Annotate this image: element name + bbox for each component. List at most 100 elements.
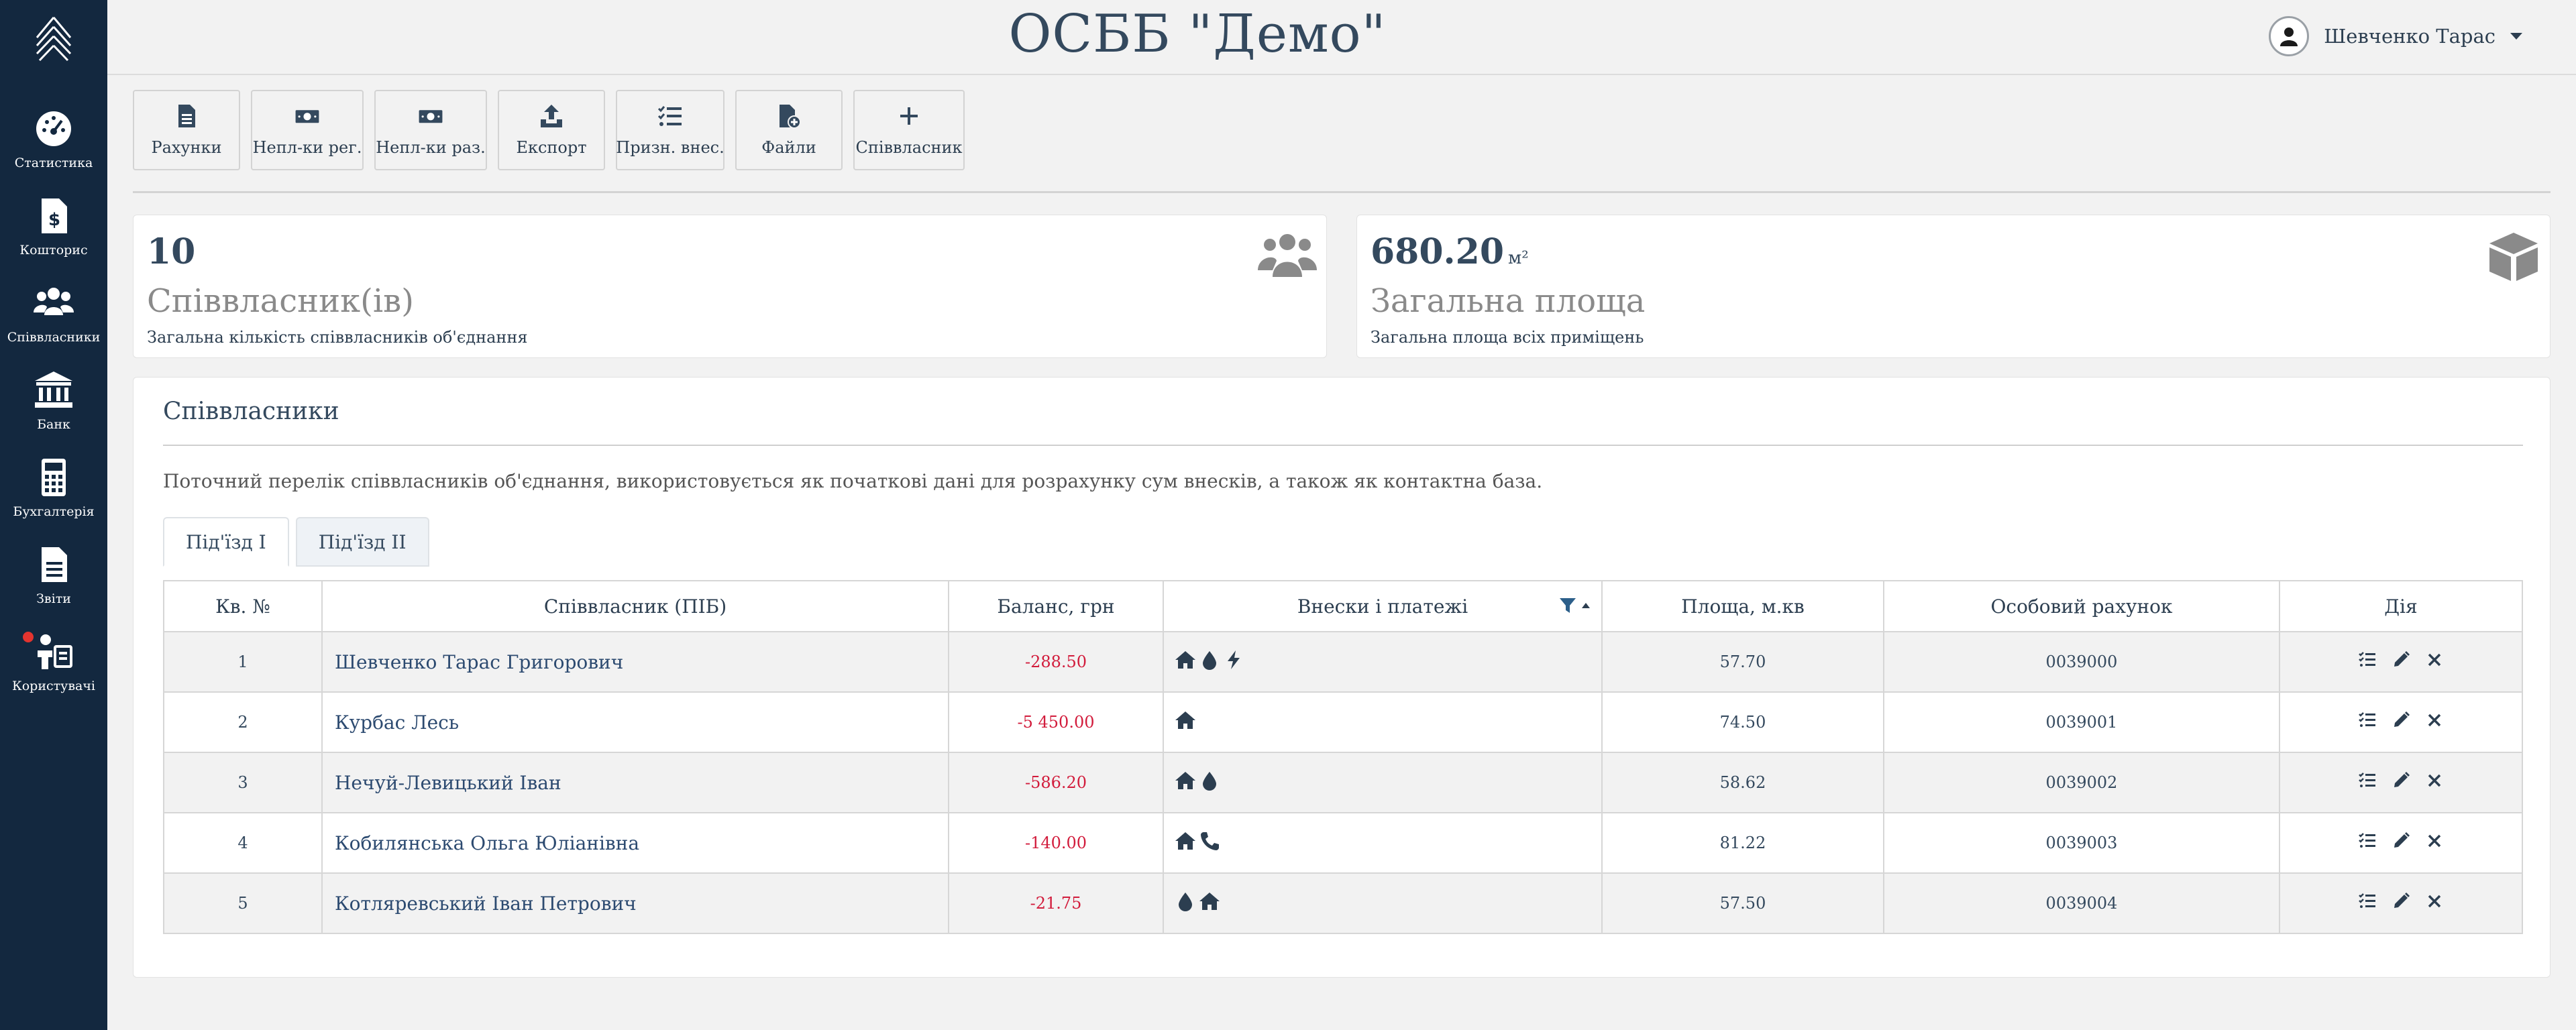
payment-icons bbox=[1164, 710, 1601, 734]
onetime-debtors-button[interactable]: Непл-ки раз. bbox=[374, 90, 487, 170]
pencil-icon[interactable] bbox=[2392, 650, 2410, 673]
bank-icon bbox=[35, 371, 72, 408]
table-row[interactable]: 5 Котляревський Іван Петрович -21.75 57.… bbox=[163, 872, 2523, 934]
pencil-icon[interactable] bbox=[2392, 892, 2410, 915]
entrance-tabs: Під'їзд І Під'їзд ІІ bbox=[163, 517, 429, 567]
tab-entrance-2[interactable]: Під'їзд ІІ bbox=[295, 517, 429, 567]
add-owner-button[interactable]: Співвласник bbox=[853, 90, 965, 170]
table-row[interactable]: 4 Кобилянська Ольга Юліанівна -140.00 81… bbox=[163, 812, 2523, 874]
close-icon[interactable] bbox=[2425, 711, 2444, 734]
row-actions bbox=[2280, 771, 2522, 794]
owners-panel: Співвласники Поточний перелік співвласни… bbox=[133, 377, 2551, 978]
apartment-number: 5 bbox=[163, 872, 323, 934]
balance-value: -5 450.00 bbox=[948, 691, 1164, 753]
details-list-icon[interactable] bbox=[2358, 771, 2377, 794]
home-icon bbox=[1175, 650, 1196, 674]
total-area-card: 680.20 м² Загальна площа Загальна площа в… bbox=[1356, 215, 2551, 358]
area-value: 58.62 bbox=[1601, 752, 1884, 813]
area-value: 81.22 bbox=[1601, 812, 1884, 874]
payments-cell bbox=[1163, 812, 1603, 874]
column-header-balance[interactable]: Баланс, грн bbox=[948, 580, 1164, 632]
sidebar-item-reports[interactable]: Звіти bbox=[0, 536, 107, 624]
actions-cell bbox=[2279, 631, 2523, 693]
tab-entrance-1[interactable]: Під'їзд І bbox=[163, 517, 289, 567]
area-value: 74.50 bbox=[1601, 691, 1884, 753]
export-button[interactable]: Експорт bbox=[498, 90, 605, 170]
sidebar-item-label: Статистика bbox=[14, 156, 93, 170]
apartment-number: 2 bbox=[163, 691, 323, 753]
regular-debtors-button-label: Непл-ки рег. bbox=[252, 138, 362, 157]
owner-name-link[interactable]: Курбас Лесь bbox=[321, 691, 949, 753]
owners-table: Кв. № Співвласник (ПІБ) Баланс, грн Внес… bbox=[163, 580, 2523, 934]
file-add-icon bbox=[780, 105, 801, 129]
column-header-owner[interactable]: Співвласник (ПІБ) bbox=[321, 580, 949, 632]
user-icon bbox=[2280, 27, 2298, 46]
payment-icons bbox=[1164, 650, 1601, 674]
sidebar-item-label: Співвласники bbox=[7, 330, 101, 345]
sidebar-item-label: Користувачі bbox=[12, 679, 95, 693]
sort-up-icon bbox=[1582, 603, 1590, 608]
details-list-icon[interactable] bbox=[2358, 711, 2377, 734]
sidebar-item-label: Бухгалтерія bbox=[13, 504, 95, 519]
table-row[interactable]: 1 Шевченко Тарас Григорович -288.50 57.7… bbox=[163, 631, 2523, 693]
chevron-down-icon bbox=[2510, 33, 2522, 40]
files-button[interactable]: Файли bbox=[735, 90, 843, 170]
payments-cell bbox=[1163, 691, 1603, 753]
column-header-area[interactable]: Площа, м.кв bbox=[1601, 580, 1884, 632]
details-list-icon[interactable] bbox=[2358, 892, 2377, 915]
close-icon[interactable] bbox=[2425, 771, 2444, 794]
table-row[interactable]: 2 Курбас Лесь -5 450.00 74.50 0039001 bbox=[163, 691, 2523, 753]
table-header-row: Кв. № Співвласник (ПІБ) Баланс, грн Внес… bbox=[163, 580, 2523, 632]
sidebar-item-accounting[interactable]: Бухгалтерія bbox=[0, 449, 107, 536]
logo-icon bbox=[36, 17, 72, 62]
close-icon[interactable] bbox=[2425, 892, 2444, 915]
column-header-account[interactable]: Особовий рахунок bbox=[1883, 580, 2280, 632]
user-admin-icon bbox=[38, 634, 72, 669]
divider bbox=[163, 445, 2523, 446]
sidebar-item-label: Звіти bbox=[36, 591, 71, 606]
home-icon bbox=[1175, 710, 1196, 734]
filter-control[interactable] bbox=[1558, 596, 1591, 615]
account-number: 0039003 bbox=[1883, 812, 2280, 874]
sidebar-item-owners[interactable]: Співвласники bbox=[0, 275, 107, 362]
water-drop-icon bbox=[1199, 770, 1220, 795]
sidebar-item-bank[interactable]: Банк bbox=[0, 362, 107, 449]
owners-count-title: Співвласник(ів) bbox=[147, 282, 414, 320]
divider bbox=[133, 191, 2551, 193]
payment-icons bbox=[1164, 831, 1601, 855]
sidebar-item-budget[interactable]: $ Кошторис bbox=[0, 188, 107, 275]
actions-cell bbox=[2279, 752, 2523, 813]
pencil-icon[interactable] bbox=[2392, 832, 2410, 854]
owner-name-link[interactable]: Котляревський Іван Петрович bbox=[321, 872, 949, 934]
assign-contributions-button[interactable]: Призн. внес. bbox=[616, 90, 724, 170]
close-icon[interactable] bbox=[2425, 650, 2444, 673]
apartment-number: 1 bbox=[163, 631, 323, 693]
electricity-icon bbox=[1223, 650, 1244, 674]
sidebar-item-label: Кошторис bbox=[19, 243, 88, 258]
owner-name-link[interactable]: Кобилянська Ольга Юліанівна bbox=[321, 812, 949, 874]
payments-cell bbox=[1163, 872, 1603, 934]
owner-name-link[interactable]: Шевченко Тарас Григорович bbox=[321, 631, 949, 693]
close-icon[interactable] bbox=[2425, 832, 2444, 854]
details-list-icon[interactable] bbox=[2358, 650, 2377, 673]
regular-debtors-button[interactable]: Непл-ки рег. bbox=[251, 90, 364, 170]
invoices-button[interactable]: Рахунки bbox=[133, 90, 240, 170]
dashboard-icon bbox=[36, 111, 71, 146]
sidebar-item-statistics[interactable]: Статистика bbox=[0, 101, 107, 188]
users-icon bbox=[1256, 230, 1318, 284]
column-header-apartment[interactable]: Кв. № bbox=[163, 580, 323, 632]
top-header: ОСББ "Демо" Шевченко Тарас bbox=[107, 0, 2576, 75]
sidebar-item-users[interactable]: Користувачі bbox=[0, 624, 107, 711]
table-row[interactable]: 3 Нечуй-Левицький Іван -586.20 58.62 003… bbox=[163, 752, 2523, 813]
details-list-icon[interactable] bbox=[2358, 832, 2377, 854]
user-menu[interactable]: Шевченко Тарас bbox=[2269, 16, 2522, 56]
app-logo[interactable] bbox=[0, 0, 107, 78]
pencil-icon[interactable] bbox=[2392, 771, 2410, 794]
toolbar: Рахунки Непл-ки рег. Непл-ки раз. Експор… bbox=[133, 90, 965, 170]
owner-name-link[interactable]: Нечуй-Левицький Іван bbox=[321, 752, 949, 813]
column-header-payments[interactable]: Внески і платежі bbox=[1163, 580, 1603, 632]
panel-description: Поточний перелік співвласників об'єднанн… bbox=[163, 470, 1543, 492]
pencil-icon[interactable] bbox=[2392, 711, 2410, 734]
avatar bbox=[2269, 16, 2310, 56]
assign-contributions-button-label: Призн. внес. bbox=[616, 138, 724, 157]
